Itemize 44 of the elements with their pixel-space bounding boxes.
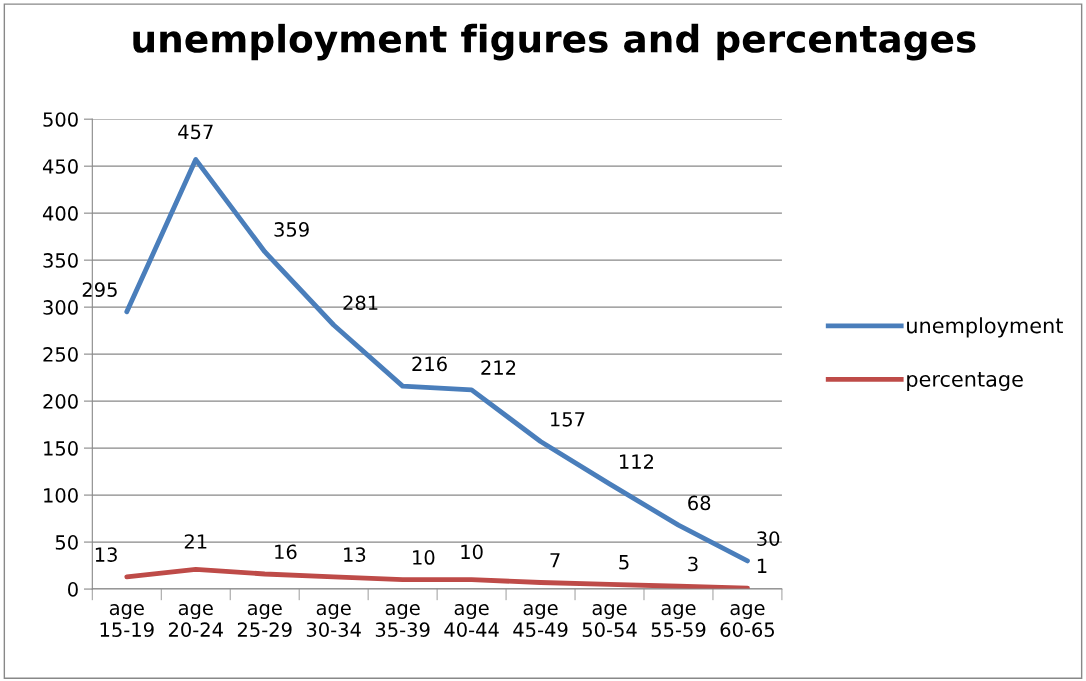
data-label: 30: [757, 531, 780, 546]
data-label: 13: [344, 547, 366, 562]
y-tick-label: 400: [42, 206, 78, 221]
data-label: 10: [413, 550, 435, 565]
y-tick-label: 50: [55, 535, 78, 550]
data-label: 1: [757, 558, 767, 573]
legend-label: unemployment: [907, 317, 1063, 338]
data-label: 212: [481, 360, 516, 375]
x-tick-label: age 50-54: [582, 604, 637, 637]
data-label: 281: [343, 295, 378, 311]
x-tick-label: age 25-29: [237, 604, 292, 637]
data-label: 68: [688, 495, 711, 511]
data-label: 7: [550, 553, 560, 568]
data-label: 112: [619, 454, 654, 469]
x-tick-label: age 60-65: [720, 604, 774, 637]
x-tick-label: age 45-49: [513, 604, 568, 637]
x-tick-label: age 30-34: [306, 604, 361, 637]
data-label: 216: [412, 356, 447, 372]
data-label: 16: [275, 544, 297, 560]
data-label: 157: [551, 412, 585, 427]
y-tick-label: 350: [43, 253, 78, 268]
x-tick-label: age 35-39: [375, 604, 430, 637]
data-label: 359: [274, 222, 309, 237]
y-tick-label: 100: [44, 488, 78, 503]
data-label: 5: [619, 555, 629, 570]
x-tick-label: age 40-44: [444, 604, 499, 637]
x-tick-label: age 55-59: [651, 604, 706, 637]
legend-label: percentage: [907, 371, 1023, 391]
y-tick-label: 250: [43, 347, 78, 362]
data-label: 457: [178, 124, 213, 140]
y-tick-label: 500: [43, 112, 78, 127]
y-tick-label: 200: [43, 394, 78, 409]
data-label: 10: [461, 544, 483, 560]
data-label: 13: [95, 547, 117, 562]
data-label: 295: [82, 282, 117, 297]
x-tick-label: age 15-19: [100, 604, 154, 637]
y-tick-label: 0: [68, 582, 78, 597]
y-tick-label: 300: [43, 300, 78, 315]
x-tick-label: age 20-24: [168, 604, 223, 637]
y-tick-label: 450: [42, 159, 78, 174]
y-tick-label: 150: [44, 441, 78, 456]
data-label: 3: [688, 556, 698, 572]
data-label: 21: [184, 534, 207, 549]
chart-title: unemployment figures and percentages: [133, 23, 976, 61]
